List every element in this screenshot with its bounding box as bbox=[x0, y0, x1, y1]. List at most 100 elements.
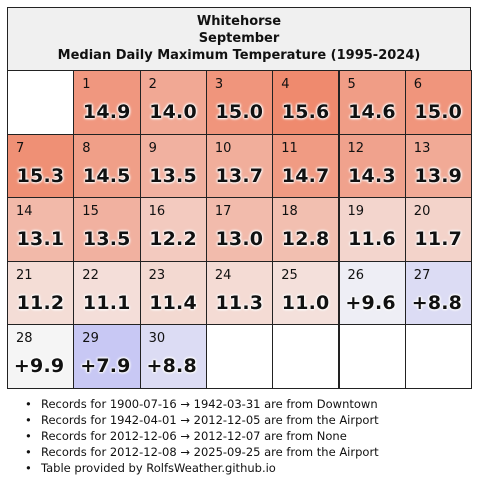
day-number: 21 bbox=[16, 267, 33, 283]
day-cell: 25 11.0 bbox=[272, 260, 340, 325]
day-number: 15 bbox=[82, 204, 99, 219]
temperature-value: 11.7 bbox=[414, 228, 463, 250]
day-number: 22 bbox=[82, 267, 99, 283]
day-cell: 3 15.0 bbox=[205, 70, 274, 135]
day-cell: 4 15.6 bbox=[272, 70, 340, 135]
empty-cell bbox=[7, 70, 75, 135]
day-number: 3 bbox=[214, 77, 224, 92]
day-number: 28 bbox=[16, 331, 33, 346]
day-number: 12 bbox=[347, 140, 365, 156]
temperature-value: 13.5 bbox=[82, 228, 131, 250]
temperature-value: 13.9 bbox=[414, 164, 463, 187]
temperature-value: 11.1 bbox=[82, 291, 131, 314]
temperature-value: 11.0 bbox=[281, 291, 330, 314]
day-number: 25 bbox=[281, 267, 298, 283]
empty-cell bbox=[338, 324, 406, 389]
day-number: 24 bbox=[214, 267, 232, 283]
temperature-value: 14.7 bbox=[281, 164, 330, 187]
empty-cell bbox=[404, 324, 473, 389]
temperature-value: 11.2 bbox=[16, 291, 65, 314]
temperature-value: 11.4 bbox=[149, 291, 197, 314]
day-cell: 14 13.1 bbox=[7, 197, 75, 262]
day-cell: 24 11.3 bbox=[205, 260, 274, 325]
temperature-value: +7.9 bbox=[80, 355, 131, 377]
day-cell: 18 12.8 bbox=[272, 197, 340, 262]
day-cell: 17 13.0 bbox=[205, 197, 274, 262]
note-item: Records for 1942-04-01 → 2012-12-05 are … bbox=[25, 412, 379, 428]
day-cell: 11 14.7 bbox=[272, 133, 340, 198]
day-cell: 8 14.5 bbox=[73, 133, 141, 198]
temperature-value: 13.7 bbox=[215, 164, 264, 187]
day-number: 9 bbox=[148, 140, 157, 156]
day-number: 19 bbox=[347, 204, 365, 219]
day-cell: 30 +8.8 bbox=[139, 324, 207, 389]
day-number: 11 bbox=[281, 140, 298, 156]
empty-cell bbox=[272, 324, 340, 389]
day-number: 8 bbox=[82, 140, 91, 156]
temperature-value: +8.8 bbox=[411, 291, 463, 314]
day-cell: 15 13.5 bbox=[73, 197, 141, 262]
day-cell: 28 +9.9 bbox=[7, 324, 75, 389]
day-number: 18 bbox=[281, 204, 298, 219]
table-header: Whitehorse September Median Daily Maximu… bbox=[7, 7, 471, 71]
note-item: Records for 2012-12-08 → 2025-09-25 are … bbox=[25, 444, 379, 460]
title-location: Whitehorse bbox=[196, 14, 282, 29]
day-cell: 29 +7.9 bbox=[73, 324, 141, 389]
day-number: 23 bbox=[148, 267, 166, 283]
day-number: 10 bbox=[214, 140, 232, 156]
note-item: Records for 2012-12-06 → 2012-12-07 are … bbox=[25, 428, 379, 444]
title-metric: Median Daily Maximum Temperature (1995-2… bbox=[57, 48, 421, 63]
temperature-value: 11.6 bbox=[348, 228, 396, 250]
temperature-value: 14.9 bbox=[82, 101, 131, 123]
day-cell: 26 +9.6 bbox=[338, 260, 406, 325]
temperature-value: 14.5 bbox=[82, 164, 131, 187]
day-number: 2 bbox=[148, 77, 157, 92]
day-cell: 10 13.7 bbox=[205, 133, 274, 198]
day-cell: 20 11.7 bbox=[404, 197, 473, 262]
day-number: 20 bbox=[413, 204, 431, 219]
title-month: September bbox=[198, 31, 280, 46]
day-number: 7 bbox=[16, 140, 25, 156]
day-cell: 27 +8.8 bbox=[404, 260, 473, 325]
day-number: 5 bbox=[347, 77, 356, 92]
day-number: 26 bbox=[347, 267, 365, 283]
day-cell: 2 14.0 bbox=[139, 70, 207, 135]
temperature-value: +8.8 bbox=[146, 355, 197, 377]
temperature-value: 14.0 bbox=[149, 101, 197, 123]
temperature-value: 12.8 bbox=[281, 228, 330, 250]
temperature-value: 15.3 bbox=[16, 164, 65, 187]
note-item: Table provided by RolfsWeather.github.io bbox=[25, 460, 379, 476]
day-cell: 16 12.2 bbox=[139, 197, 207, 262]
temperature-value: 14.6 bbox=[348, 101, 396, 123]
day-number: 6 bbox=[413, 77, 423, 92]
day-cell: 19 11.6 bbox=[338, 197, 406, 262]
temperature-value: 15.6 bbox=[281, 101, 330, 123]
empty-cell bbox=[205, 324, 274, 389]
temperature-value: 13.1 bbox=[16, 228, 65, 250]
day-number: 27 bbox=[413, 267, 431, 283]
day-number: 16 bbox=[148, 204, 166, 219]
temperature-value: 15.0 bbox=[215, 101, 264, 123]
temperature-value: 13.5 bbox=[149, 164, 197, 187]
day-number: 17 bbox=[214, 204, 232, 219]
day-number: 29 bbox=[82, 331, 99, 346]
temperature-value: +9.9 bbox=[13, 355, 65, 377]
day-cell: 1 14.9 bbox=[73, 70, 141, 135]
day-cell: 13 13.9 bbox=[404, 133, 473, 198]
temperature-value: 15.0 bbox=[414, 101, 463, 123]
day-cell: 23 11.4 bbox=[139, 260, 207, 325]
day-number: 1 bbox=[82, 77, 91, 92]
temperature-value: 13.0 bbox=[215, 228, 264, 250]
notes-list: Records for 1900-07-16 → 1942-03-31 are … bbox=[25, 396, 379, 476]
day-number: 4 bbox=[281, 77, 290, 92]
day-cell: 9 13.5 bbox=[139, 133, 207, 198]
day-cell: 12 14.3 bbox=[338, 133, 406, 198]
day-cell: 21 11.2 bbox=[7, 260, 75, 325]
day-number: 14 bbox=[16, 204, 33, 219]
day-cell: 22 11.1 bbox=[73, 260, 141, 325]
temperature-value: 12.2 bbox=[149, 228, 197, 250]
day-number: 13 bbox=[413, 140, 431, 156]
temperature-value: 11.3 bbox=[215, 291, 264, 314]
day-cell: 5 14.6 bbox=[338, 70, 406, 135]
temperature-value: +9.6 bbox=[345, 291, 396, 314]
